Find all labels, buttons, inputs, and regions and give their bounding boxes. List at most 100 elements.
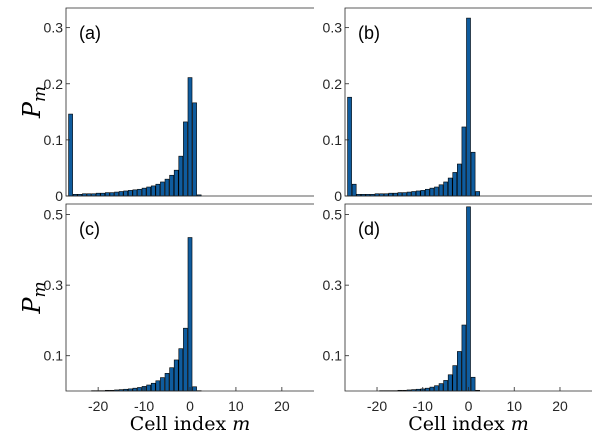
x-axis-label: Cell index m: [408, 413, 528, 435]
bar: [452, 365, 458, 392]
x-tick-label: -20: [88, 398, 108, 414]
bar: [114, 191, 119, 197]
bar: [443, 380, 448, 392]
x-axis-label: Cell index m: [130, 413, 250, 435]
bar: [420, 190, 426, 197]
bar: [434, 385, 439, 392]
bar: [155, 380, 161, 392]
y-axis-label: Pm: [18, 281, 50, 314]
y-tick-label: 0: [334, 188, 342, 204]
bar: [470, 376, 476, 392]
x-tick-label: 0: [186, 398, 194, 414]
bar: [466, 17, 471, 197]
bar: [183, 327, 188, 392]
bar: [68, 113, 73, 197]
bar: [429, 187, 435, 197]
x-tick-label: 10: [506, 398, 522, 414]
bar: [178, 155, 184, 197]
bar: [461, 126, 467, 197]
y-tick-label: 0: [55, 188, 63, 204]
bar: [95, 192, 101, 197]
bar: [392, 192, 398, 197]
axes-frame: [344, 7, 592, 197]
y-tick-label: 0.1: [44, 132, 64, 148]
bar: [475, 191, 480, 197]
x-tick-label: -10: [134, 398, 154, 414]
panel-label: (a): [79, 23, 101, 43]
x-tick-label: -20: [367, 398, 387, 414]
y-tick-label: 0.3: [44, 277, 64, 293]
y-tick-label: 0.2: [323, 76, 343, 92]
bar: [132, 387, 138, 392]
bar: [109, 192, 115, 197]
bar: [187, 77, 193, 197]
bar: [137, 387, 142, 392]
bar: [150, 382, 156, 392]
bar: [118, 191, 124, 197]
bar: [457, 351, 462, 392]
bar: [192, 386, 197, 392]
panel-label: (d): [358, 219, 380, 239]
x-tick-label: -10: [413, 398, 433, 414]
bar: [141, 187, 147, 197]
bar: [388, 192, 394, 197]
bar: [443, 181, 448, 197]
y-tick-label: 0.5: [44, 207, 64, 223]
bar: [447, 374, 453, 392]
bar: [178, 348, 184, 392]
bar: [402, 192, 407, 197]
y-tick-label: 0.5: [323, 207, 343, 223]
y-axis-label: Pm: [18, 86, 50, 119]
y-tick-label: 0.1: [44, 348, 64, 364]
bar: [160, 181, 165, 197]
panel-label: (c): [79, 219, 100, 239]
y-tick-label: 0.1: [323, 348, 343, 364]
bar: [146, 186, 151, 197]
bar: [351, 183, 357, 197]
bar: [415, 190, 421, 197]
bar: [169, 174, 174, 197]
bar: [461, 324, 467, 392]
y-tick-label: 0.3: [323, 20, 343, 36]
bar: [192, 102, 197, 197]
x-tick-label: 10: [228, 398, 244, 414]
y-tick-label: 0.1: [323, 132, 343, 148]
bar: [457, 163, 462, 197]
bar: [173, 169, 179, 197]
bar: [164, 373, 170, 392]
y-tick-label: 0.3: [44, 20, 64, 36]
bar: [397, 192, 403, 197]
bar: [155, 183, 161, 197]
y-tick-label: 0.3: [323, 277, 343, 293]
x-tick-label: 20: [552, 398, 568, 414]
bar: [411, 191, 416, 197]
bar: [169, 367, 174, 392]
axes-frame: [65, 7, 314, 197]
x-tick-label: 20: [274, 398, 290, 414]
bar: [434, 186, 439, 197]
bar: [164, 178, 170, 197]
bar: [183, 121, 188, 197]
panel-d: 0.1 0.3 0.5 -20 -10 0 10 20 (d) Cell index m: [323, 203, 592, 435]
bar: [187, 237, 193, 392]
bar: [425, 387, 430, 392]
bar: [100, 192, 106, 197]
bar: [425, 188, 430, 197]
bar: [146, 384, 151, 392]
bar: [347, 96, 352, 197]
bar: [137, 188, 142, 197]
y-tick-label: 0.2: [44, 76, 64, 92]
bar: [429, 386, 435, 392]
bar: [452, 172, 458, 197]
panel-c: 0.1 0.3 0.5 -20 -10 0 10 20 (c) Pm Cell index m: [18, 203, 314, 435]
panel-a: 0 0.1 0.2 0.3 (a) Pm: [18, 7, 314, 204]
bar: [438, 383, 444, 392]
panel-b: 0 0.1 0.2 0.3 (b): [323, 7, 592, 204]
bar: [160, 377, 165, 392]
bar: [105, 192, 110, 197]
bar: [127, 190, 133, 197]
bar: [470, 151, 476, 197]
bar: [150, 185, 156, 197]
bar: [466, 206, 471, 392]
